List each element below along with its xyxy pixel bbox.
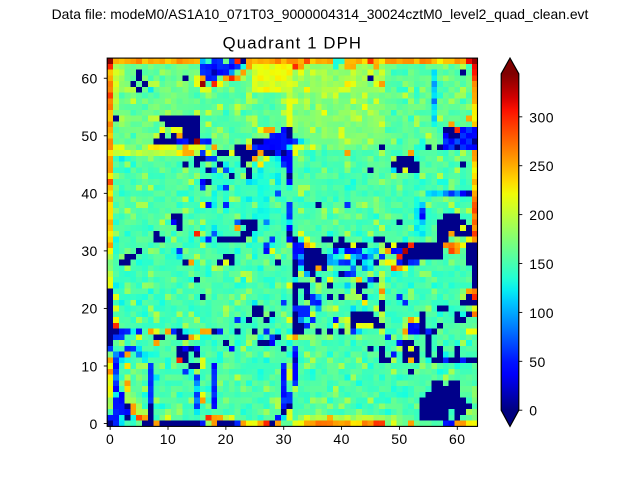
svg-text:20: 20	[218, 431, 234, 447]
svg-text:300: 300	[529, 109, 554, 125]
svg-text:60: 60	[449, 431, 465, 447]
svg-text:10: 10	[81, 358, 97, 374]
svg-text:10: 10	[160, 431, 176, 447]
svg-text:150: 150	[529, 256, 554, 272]
svg-text:200: 200	[529, 207, 554, 223]
svg-text:0: 0	[106, 431, 114, 447]
svg-text:20: 20	[81, 301, 97, 317]
svg-text:100: 100	[529, 305, 554, 321]
svg-text:50: 50	[391, 431, 407, 447]
svg-text:40: 40	[333, 431, 349, 447]
svg-text:30: 30	[275, 431, 291, 447]
svg-text:30: 30	[81, 243, 97, 259]
svg-text:50: 50	[529, 354, 545, 370]
svg-text:50: 50	[81, 128, 97, 144]
svg-text:0: 0	[529, 403, 537, 419]
svg-text:Data file: modeM0/AS1A10_071T0: Data file: modeM0/AS1A10_071T03_90000043…	[52, 6, 589, 22]
svg-text:40: 40	[81, 186, 97, 202]
svg-text:250: 250	[529, 158, 554, 174]
svg-text:0: 0	[90, 416, 98, 432]
svg-text:60: 60	[81, 71, 97, 87]
svg-text:Quadrant 1 DPH: Quadrant 1 DPH	[223, 33, 362, 52]
